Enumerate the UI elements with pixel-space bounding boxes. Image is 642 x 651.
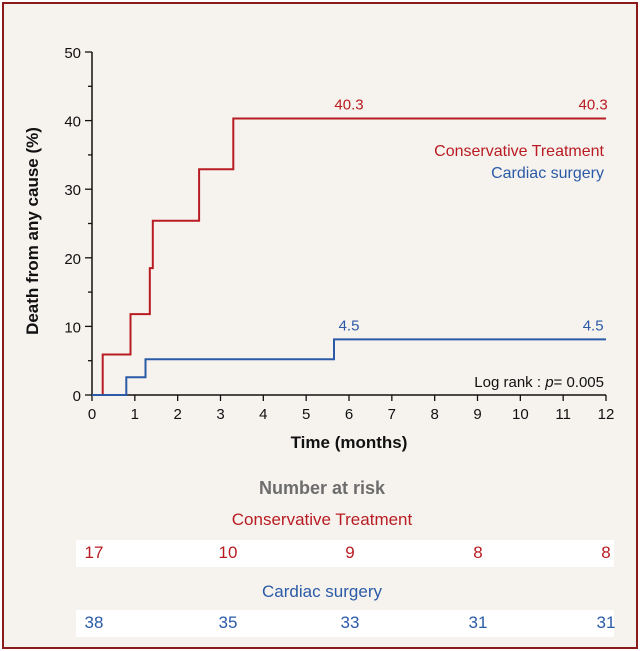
legend-surgery: Cardiac surgery xyxy=(491,165,604,182)
survival-lines xyxy=(92,117,606,396)
y-tick-label: 20 xyxy=(64,251,81,268)
risk-group-label-surgery: Cardiac surgery xyxy=(262,582,382,601)
risk-row-surgery: 38 35 33 31 31 xyxy=(76,610,616,637)
risk-cell: 8 xyxy=(601,543,611,562)
x-tick-label: 3 xyxy=(216,406,224,423)
data-label: 40.3 xyxy=(334,97,363,114)
x-tick-label: 7 xyxy=(388,406,396,423)
surgery-line xyxy=(92,338,606,396)
x-tick-label: 9 xyxy=(473,406,481,423)
y-tick-label: 10 xyxy=(64,319,81,336)
y-tick-label: 40 xyxy=(64,114,81,131)
x-tick-label: 4 xyxy=(259,406,267,423)
legend-conservative: Conservative Treatment xyxy=(434,143,604,160)
risk-cell: 17 xyxy=(84,543,104,562)
risk-row-conservative: 17 10 9 8 8 xyxy=(76,540,614,567)
x-tick-label: 1 xyxy=(131,406,139,423)
risk-table-title: Number at risk xyxy=(258,478,386,498)
risk-group-label-conservative: Conservative Treatment xyxy=(231,510,413,529)
risk-cell: 10 xyxy=(218,543,238,562)
y-tick-label: 0 xyxy=(73,388,81,405)
logrank-label: Log rank : xyxy=(474,374,545,391)
risk-cell: 33 xyxy=(340,613,360,632)
logrank-p: p xyxy=(544,374,553,391)
risk-cell: 8 xyxy=(473,543,483,562)
y-tick-label: 50 xyxy=(64,45,81,62)
data-label: 4.5 xyxy=(339,317,360,334)
risk-cell: 31 xyxy=(596,613,616,632)
x-tick-label: 0 xyxy=(88,406,96,423)
x-tick-label: 12 xyxy=(598,406,615,423)
x-tick-label: 10 xyxy=(512,406,529,423)
y-tick-label: 30 xyxy=(64,182,81,199)
risk-cell: 31 xyxy=(468,613,488,632)
data-label: 4.5 xyxy=(583,317,604,334)
x-tick-label: 11 xyxy=(555,406,571,423)
risk-cell: 35 xyxy=(218,613,238,632)
risk-cell: 9 xyxy=(345,543,355,562)
x-tick-label: 6 xyxy=(345,406,353,423)
logrank-annotation: Log rank : p= 0.005 xyxy=(474,374,604,391)
x-tick-label: 5 xyxy=(302,406,310,423)
risk-cell: 38 xyxy=(84,613,104,632)
data-label: 40.3 xyxy=(579,97,608,114)
logrank-value: = 0.005 xyxy=(554,374,604,391)
y-axis-title: Death from any cause (%) xyxy=(23,127,42,335)
x-tick-label: 8 xyxy=(430,406,438,423)
x-tick-label: 2 xyxy=(173,406,181,423)
x-axis-title: Time (months) xyxy=(291,433,408,452)
chart-labels: 40.3 40.3 4.5 4.5 xyxy=(334,97,607,335)
conservative-line xyxy=(92,117,606,396)
